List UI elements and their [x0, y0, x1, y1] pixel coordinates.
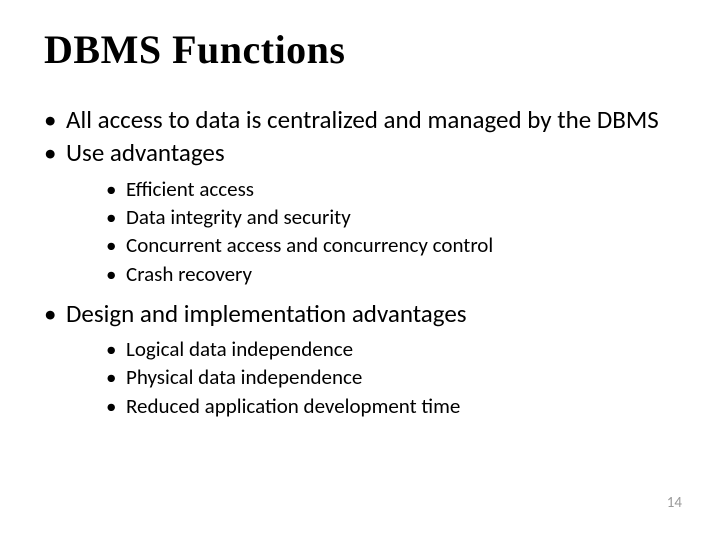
- slide: DBMS Functions • All access to data is c…: [0, 0, 720, 540]
- page-number: 14: [667, 494, 682, 512]
- bullet-dot-icon: •: [106, 260, 126, 288]
- bullet-l2-text: Efficient access: [126, 175, 676, 203]
- bullet-l2-text: Logical data independence: [126, 335, 676, 363]
- bullet-l1: • Use advantages: [44, 137, 676, 168]
- bullet-dot-icon: •: [106, 231, 126, 259]
- bullet-l2-text: Data integrity and security: [126, 203, 676, 231]
- bullet-l1-text: Use advantages: [66, 137, 676, 168]
- bullet-dot-icon: •: [106, 335, 126, 363]
- bullet-l1: • Design and implementation advantages: [44, 298, 676, 329]
- bullet-dot-icon: •: [44, 137, 66, 168]
- bullet-l1: • All access to data is centralized and …: [44, 104, 676, 135]
- bullet-dot-icon: •: [44, 104, 66, 135]
- slide-title: DBMS Functions: [44, 28, 676, 72]
- bullet-l2: • Physical data independence: [106, 363, 676, 391]
- bullet-dot-icon: •: [106, 203, 126, 231]
- bullet-l1-text: Design and implementation advantages: [66, 298, 676, 329]
- bullet-dot-icon: •: [106, 175, 126, 203]
- bullet-l2: • Data integrity and security: [106, 203, 676, 231]
- bullet-dot-icon: •: [44, 298, 66, 329]
- bullet-l2-text: Crash recovery: [126, 260, 676, 288]
- bullet-l2: • Concurrent access and concurrency cont…: [106, 231, 676, 259]
- bullet-l2: • Reduced application development time: [106, 392, 676, 420]
- bullet-dot-icon: •: [106, 363, 126, 391]
- bullet-l2: • Logical data independence: [106, 335, 676, 363]
- bullet-l2-group: • Efficient access • Data integrity and …: [106, 175, 676, 288]
- bullet-l2-text: Physical data independence: [126, 363, 676, 391]
- bullet-l2: • Efficient access: [106, 175, 676, 203]
- bullet-l1-text: All access to data is centralized and ma…: [66, 104, 676, 135]
- bullet-l2: • Crash recovery: [106, 260, 676, 288]
- bullet-l2-text: Reduced application development time: [126, 392, 676, 420]
- bullet-dot-icon: •: [106, 392, 126, 420]
- bullet-l2-text: Concurrent access and concurrency contro…: [126, 231, 676, 259]
- bullet-l2-group: • Logical data independence • Physical d…: [106, 335, 676, 420]
